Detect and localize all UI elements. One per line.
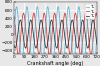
T₁ xyxy=(45,22,47,23)
Legend: T₁, T₂, T₃: T₁, T₂, T₃ xyxy=(84,4,95,19)
T₁ xyxy=(95,56,96,57)
Line: T₃: T₃ xyxy=(14,20,97,48)
T₃ xyxy=(49,29,50,30)
T₂ xyxy=(44,13,45,14)
T₂ xyxy=(28,54,29,55)
T₂ xyxy=(23,13,24,14)
T₂ xyxy=(45,22,47,23)
T₃ xyxy=(86,43,87,44)
T₃ xyxy=(96,44,98,45)
X-axis label: Crankshaft angle (deg): Crankshaft angle (deg) xyxy=(27,61,84,66)
T₁ xyxy=(32,61,33,62)
T₃ xyxy=(28,31,29,32)
T₁ xyxy=(78,6,79,7)
T₁ xyxy=(23,48,24,49)
T₁ xyxy=(49,20,50,21)
T₃ xyxy=(56,48,57,49)
T₃ xyxy=(45,47,47,48)
T₃ xyxy=(13,44,15,45)
Line: T₁: T₁ xyxy=(14,7,97,61)
Line: T₂: T₂ xyxy=(14,13,97,55)
T₁ xyxy=(28,16,29,17)
T₃ xyxy=(23,38,24,39)
T₃ xyxy=(95,32,96,33)
T₁ xyxy=(86,36,87,37)
